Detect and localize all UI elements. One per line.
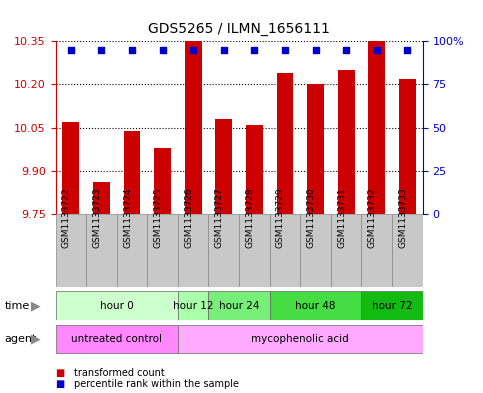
FancyBboxPatch shape — [209, 292, 270, 320]
Bar — [277, 73, 293, 214]
Text: hour 24: hour 24 — [219, 301, 259, 310]
Text: agent: agent — [5, 334, 37, 344]
FancyBboxPatch shape — [56, 325, 178, 353]
Bar — [185, 41, 201, 214]
Point — [220, 47, 227, 53]
Text: GSM1133729: GSM1133729 — [276, 187, 285, 248]
Text: ▶: ▶ — [31, 332, 41, 345]
Text: GSM1133727: GSM1133727 — [215, 187, 224, 248]
Point — [189, 47, 197, 53]
Title: GDS5265 / ILMN_1656111: GDS5265 / ILMN_1656111 — [148, 22, 330, 36]
FancyBboxPatch shape — [117, 214, 147, 287]
Bar — [246, 125, 263, 214]
Text: time: time — [5, 301, 30, 310]
FancyBboxPatch shape — [178, 214, 209, 287]
Point — [312, 47, 319, 53]
FancyBboxPatch shape — [361, 214, 392, 287]
FancyBboxPatch shape — [331, 214, 361, 287]
FancyBboxPatch shape — [270, 292, 361, 320]
Bar — [399, 79, 416, 214]
Text: GSM1133731: GSM1133731 — [337, 187, 346, 248]
Text: untreated control: untreated control — [71, 334, 162, 344]
Text: ■: ■ — [56, 367, 65, 378]
FancyBboxPatch shape — [147, 214, 178, 287]
FancyBboxPatch shape — [239, 214, 270, 287]
Text: GSM1133724: GSM1133724 — [123, 187, 132, 248]
FancyBboxPatch shape — [270, 214, 300, 287]
Point — [98, 47, 105, 53]
Point — [373, 47, 381, 53]
FancyBboxPatch shape — [392, 214, 423, 287]
FancyBboxPatch shape — [86, 214, 117, 287]
Text: ■: ■ — [56, 379, 65, 389]
FancyBboxPatch shape — [300, 214, 331, 287]
FancyBboxPatch shape — [178, 292, 209, 320]
Text: mycophenolic acid: mycophenolic acid — [251, 334, 349, 344]
FancyBboxPatch shape — [178, 325, 423, 353]
Text: hour 0: hour 0 — [100, 301, 134, 310]
Text: GSM1133730: GSM1133730 — [307, 187, 315, 248]
FancyBboxPatch shape — [361, 292, 423, 320]
Text: GSM1133732: GSM1133732 — [368, 187, 377, 248]
Point — [342, 47, 350, 53]
Bar — [62, 122, 79, 214]
Text: GSM1133728: GSM1133728 — [245, 187, 255, 248]
Text: GSM1133726: GSM1133726 — [184, 187, 193, 248]
FancyBboxPatch shape — [56, 214, 86, 287]
Text: percentile rank within the sample: percentile rank within the sample — [74, 379, 239, 389]
Point — [403, 47, 411, 53]
Point — [67, 47, 75, 53]
Text: GSM1133725: GSM1133725 — [154, 187, 163, 248]
Text: hour 12: hour 12 — [173, 301, 213, 310]
Text: hour 48: hour 48 — [295, 301, 336, 310]
Text: hour 72: hour 72 — [372, 301, 412, 310]
Bar — [307, 84, 324, 214]
Point — [251, 47, 258, 53]
Bar — [215, 119, 232, 214]
Point — [159, 47, 167, 53]
Point — [128, 47, 136, 53]
Bar — [124, 130, 141, 214]
Text: GSM1133733: GSM1133733 — [398, 187, 407, 248]
Text: ▶: ▶ — [31, 299, 41, 312]
FancyBboxPatch shape — [56, 292, 178, 320]
Bar — [369, 41, 385, 214]
Bar — [93, 182, 110, 214]
Text: GSM1133723: GSM1133723 — [92, 187, 101, 248]
Text: transformed count: transformed count — [74, 367, 165, 378]
Bar — [338, 70, 355, 214]
FancyBboxPatch shape — [209, 214, 239, 287]
Point — [281, 47, 289, 53]
Text: GSM1133722: GSM1133722 — [62, 187, 71, 248]
Bar — [154, 148, 171, 214]
